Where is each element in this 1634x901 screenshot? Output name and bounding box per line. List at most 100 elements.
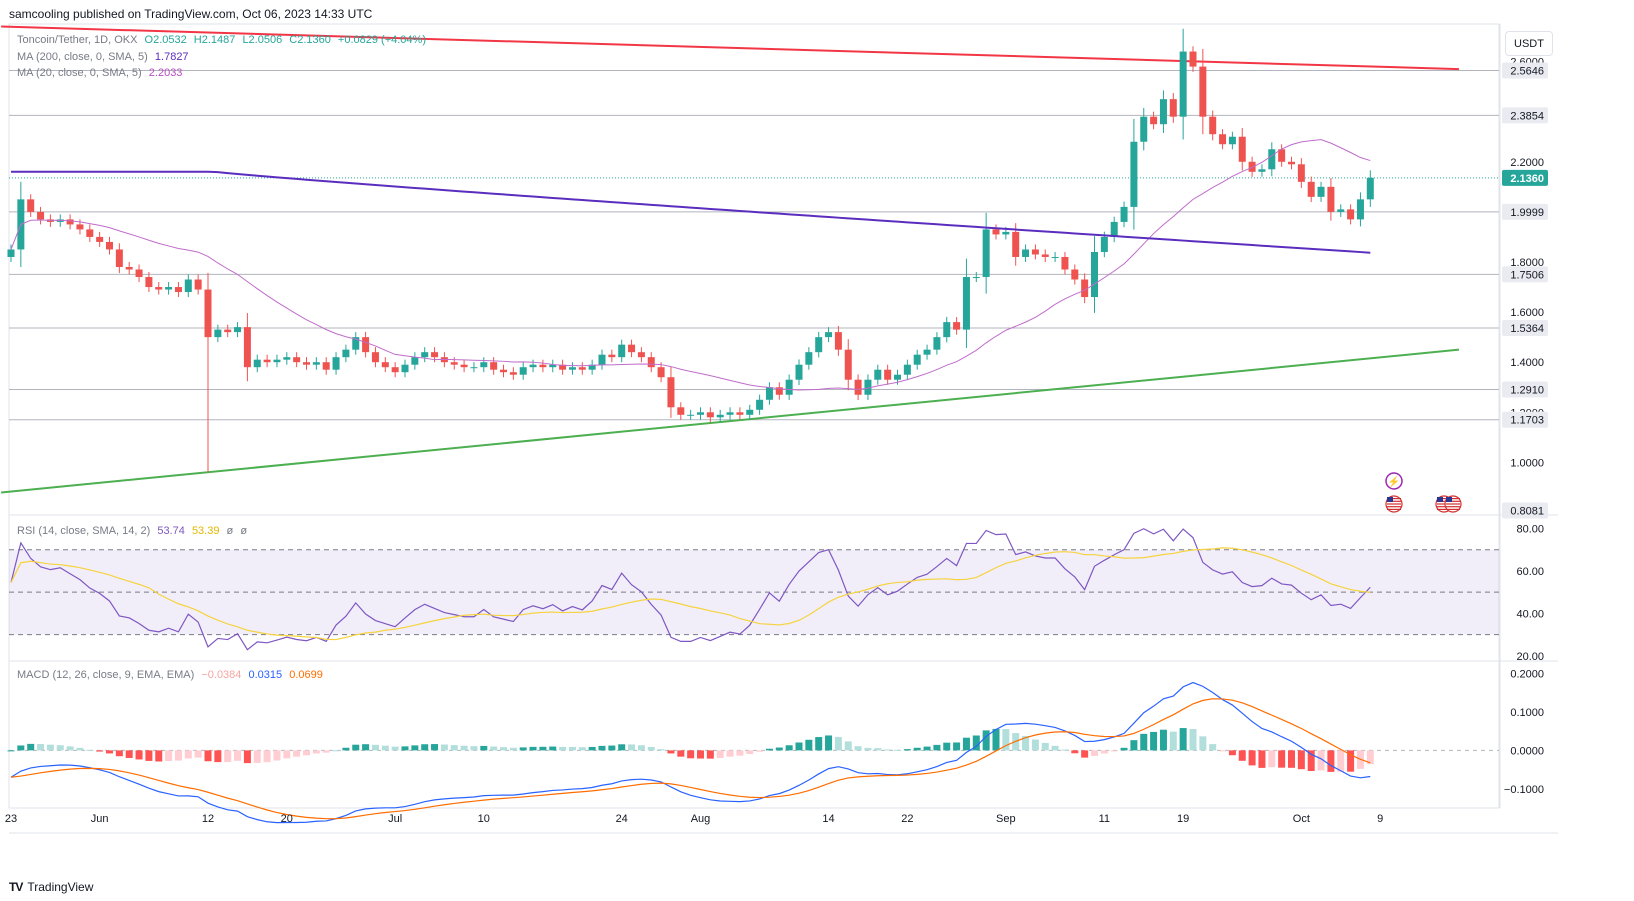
tradingview-brand: TV TradingView — [9, 880, 93, 894]
candle-body — [1100, 236, 1108, 252]
macd-signal-value: 0.0699 — [289, 669, 323, 681]
candle-body — [500, 369, 507, 373]
candle-body — [37, 211, 45, 220]
macd-hist-bar — [7, 750, 15, 752]
macd-hist-bar — [174, 750, 182, 761]
level-badge-label: 1.5364 — [1510, 323, 1544, 335]
macd-hist-bar — [362, 744, 370, 751]
macd-hist-bar — [687, 750, 695, 759]
candle-body — [519, 367, 527, 375]
candle-body — [1130, 141, 1138, 207]
currency-unit-button[interactable]: USDT — [1505, 31, 1553, 56]
candle-body — [529, 364, 537, 368]
rsi-legend: RSI (14, close, SMA, 14, 2) 53.74 53.39 … — [17, 525, 247, 537]
candle-body — [381, 362, 389, 368]
rsi-value: 53.74 — [157, 525, 185, 537]
time-tick-label: 24 — [616, 813, 628, 825]
macd-hist-bar — [1081, 750, 1089, 758]
level-badge-label: 2.1360 — [1510, 173, 1544, 185]
macd-hist-bar — [480, 745, 488, 751]
macd-hist-bar — [234, 750, 242, 761]
macd-hist-bar — [618, 744, 626, 751]
candle-body — [933, 337, 941, 350]
macd-hist-bar — [982, 730, 990, 751]
macd-hist-bar — [440, 744, 448, 751]
time-tick-label: 14 — [822, 813, 834, 825]
candle-body — [1199, 66, 1207, 117]
macd-hist-bar — [588, 746, 596, 751]
macd-hist-bar — [450, 745, 458, 751]
price-tick-label: 2.2000 — [1510, 157, 1544, 169]
candle-body — [263, 359, 271, 363]
candle-body — [125, 266, 133, 270]
candle-body — [687, 414, 695, 416]
candle-body — [490, 362, 498, 370]
macd-tick-label: −0.1000 — [1504, 784, 1544, 796]
level-badge — [1502, 266, 1548, 283]
candle-body — [1091, 251, 1098, 298]
macd-hist-bar — [825, 735, 833, 751]
candle-body — [480, 362, 488, 368]
level-badge — [1502, 320, 1548, 337]
macd-hist-bar — [1022, 736, 1030, 751]
candle-body — [1228, 136, 1236, 145]
candle-body — [913, 354, 921, 365]
macd-hist-bar — [490, 746, 498, 751]
high-value: H2.1487 — [193, 34, 236, 46]
candle-body — [1366, 177, 1374, 200]
candle-body — [962, 277, 970, 330]
candle-body — [1002, 231, 1010, 235]
macd-tick-label: 0.0000 — [1510, 745, 1544, 757]
candle-body — [805, 352, 813, 365]
flag-canton — [1387, 497, 1393, 502]
macd-hist-bar — [86, 749, 94, 751]
macd-hist-bar — [1002, 729, 1010, 751]
candle-body — [165, 287, 173, 290]
macd-hist-bar — [391, 746, 399, 751]
time-tick-label: 20 — [281, 813, 293, 825]
macd-hist-bar — [1110, 750, 1118, 752]
candle-body — [1288, 161, 1295, 165]
candle-body — [1140, 116, 1148, 142]
candle-body — [864, 379, 872, 395]
candle-body — [1159, 99, 1167, 125]
close-value: C2.1360 — [289, 34, 331, 46]
macd-hist-bar — [332, 750, 340, 752]
macd-hist-bar — [322, 750, 330, 753]
candle-body — [785, 379, 793, 395]
macd-hist-bar — [293, 750, 301, 757]
level-badge — [1502, 381, 1548, 398]
level-badge — [1502, 62, 1548, 79]
candle-body — [76, 224, 84, 230]
flag-canton — [1437, 497, 1443, 502]
flash-icon-glyph: ⚡ — [1388, 475, 1400, 488]
macd-hist-bar — [736, 750, 744, 756]
candle-body — [96, 236, 104, 242]
candle-body — [775, 387, 783, 395]
rsi-tick-label: 80.00 — [1516, 524, 1544, 536]
candle-body — [539, 364, 547, 368]
level-badge-label: 1.1703 — [1510, 415, 1544, 427]
support-trendline — [1, 348, 1460, 494]
macd-hist-bar — [17, 745, 25, 751]
candle-body — [1347, 209, 1355, 220]
candle-body — [618, 344, 626, 358]
candle-body — [7, 249, 15, 257]
macd-hist-bar — [1337, 750, 1345, 772]
candle-body — [992, 229, 1000, 235]
candle-body — [1031, 249, 1039, 255]
candle-body — [923, 349, 931, 355]
macd-hist-bar — [697, 750, 704, 759]
time-tick-label: Aug — [691, 813, 711, 825]
time-tick-label: 19 — [1177, 813, 1189, 825]
macd-hist-bar — [1061, 749, 1069, 751]
macd-hist-bar — [1159, 729, 1167, 751]
price-tick-label: 1.6000 — [1510, 307, 1544, 319]
macd-hist-bar — [795, 742, 803, 751]
candle-body — [677, 407, 685, 415]
level-badge — [1502, 107, 1548, 124]
candle-body — [894, 374, 901, 380]
macd-hist-bar — [529, 746, 537, 751]
macd-hist-bar — [303, 750, 310, 756]
